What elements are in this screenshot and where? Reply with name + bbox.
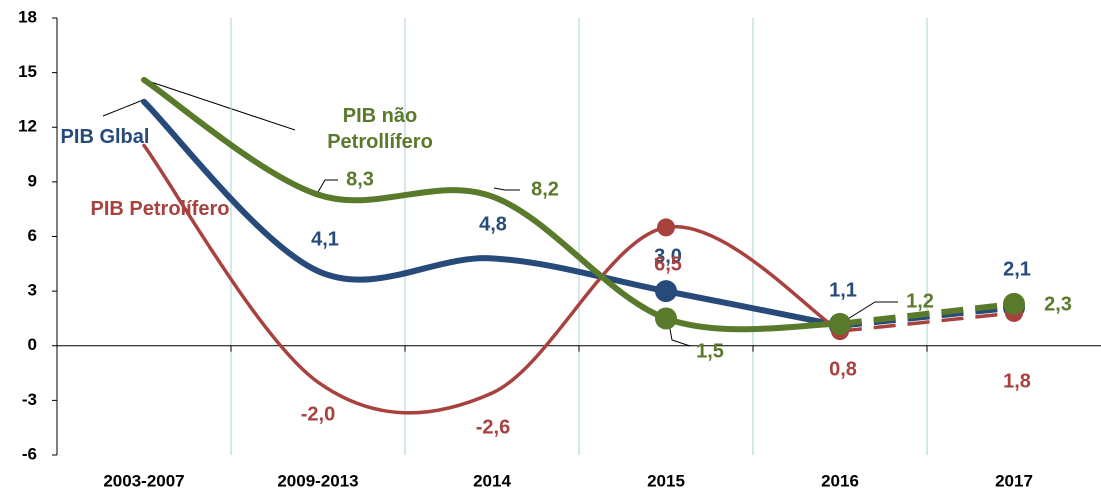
y-tick-label: 12 — [18, 117, 37, 136]
y-tick-label: 18 — [18, 7, 37, 26]
y-tick-label: 9 — [28, 171, 37, 190]
data-label: -2,0 — [301, 403, 335, 425]
series-label: PIB Glbal — [60, 126, 150, 148]
data-label: 2,3 — [1044, 293, 1072, 315]
data-label: 1,1 — [829, 279, 857, 301]
data-label: 2,1 — [1003, 258, 1031, 280]
y-tick-label: 3 — [28, 281, 37, 300]
data-label: 1,8 — [1003, 370, 1031, 392]
data-label: 8,3 — [346, 168, 374, 190]
series-label: PIB Petrolífero — [90, 198, 230, 220]
data-label: 1,2 — [906, 290, 934, 312]
series-label: PIB não Petrollífero — [327, 105, 433, 153]
y-tick-label: -6 — [22, 444, 37, 463]
data-label: 0,8 — [829, 358, 857, 380]
x-tick-label: 2017 — [995, 471, 1033, 490]
series-line-forecast — [839, 300, 1015, 327]
data-label: 6,5 — [654, 253, 682, 275]
y-tick-label: 15 — [18, 62, 37, 81]
series-line — [142, 143, 842, 415]
series-line — [141, 98, 843, 329]
leader-line — [317, 179, 338, 193]
point — [657, 218, 675, 237]
data-label: 3,0 — [654, 245, 682, 267]
data-label: -2,6 — [476, 416, 510, 438]
point — [1003, 292, 1025, 315]
series-line-forecast — [839, 311, 1015, 333]
leader-line — [102, 99, 144, 117]
point — [655, 307, 677, 330]
series-line — [141, 76, 843, 333]
y-tick-label: -3 — [22, 390, 37, 409]
data-label: 1,5 — [696, 340, 724, 362]
data-label: 4,8 — [479, 213, 507, 235]
leader-line — [144, 79, 296, 131]
data-label: 4,1 — [311, 228, 339, 250]
point — [829, 312, 851, 335]
data-label: 8,2 — [531, 178, 559, 200]
x-tick-label: 2003-2007 — [103, 471, 184, 490]
y-tick-label: 0 — [28, 335, 37, 354]
x-tick-label: 2014 — [473, 471, 511, 490]
x-tick-label: 2016 — [821, 471, 859, 490]
point — [655, 280, 677, 303]
leader-line — [842, 301, 898, 323]
y-tick-label: 6 — [28, 226, 37, 245]
leader-line — [493, 187, 520, 191]
x-tick-label: 2009-2013 — [277, 471, 358, 490]
x-tick-label: 2015 — [647, 471, 685, 490]
